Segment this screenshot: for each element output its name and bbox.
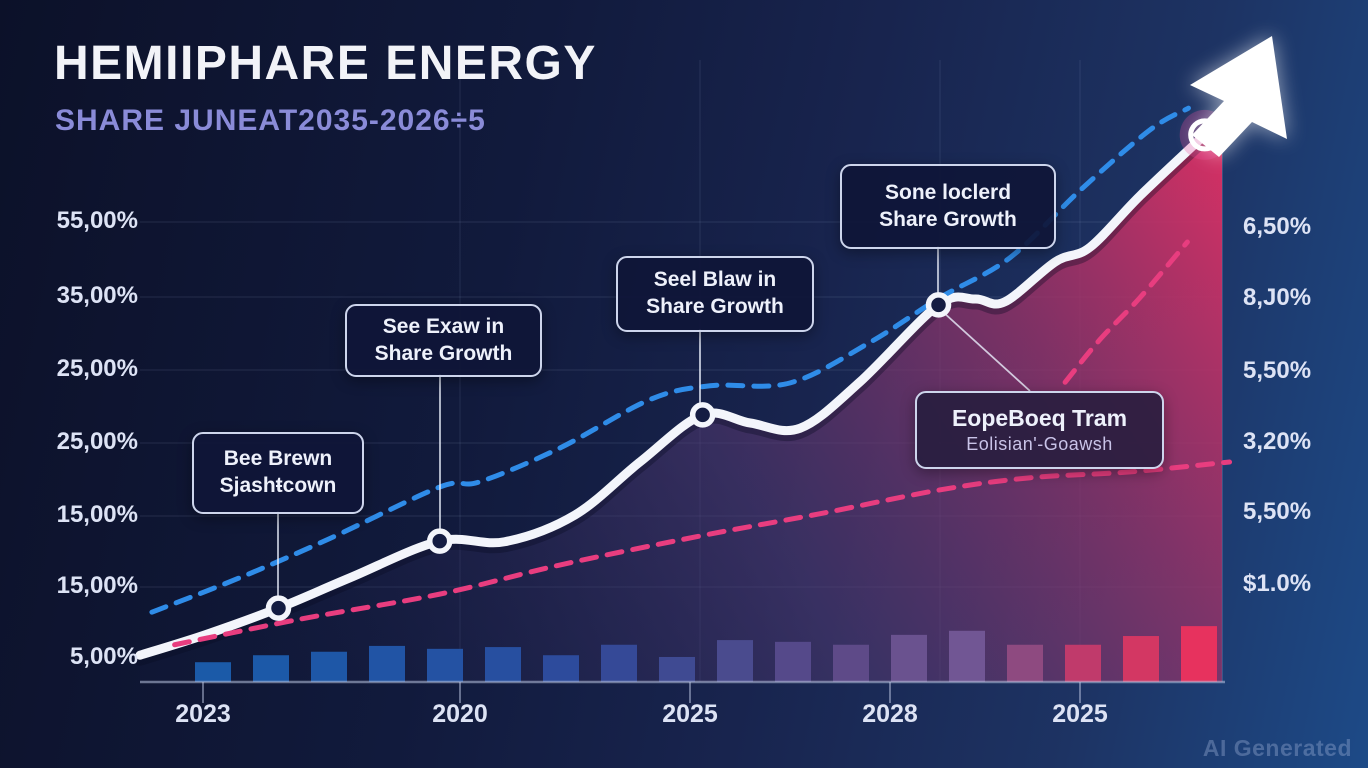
bar xyxy=(717,640,753,682)
bar xyxy=(427,648,463,682)
callout-line2: Share Growth xyxy=(646,295,784,318)
main-share-growth-line xyxy=(135,130,1210,660)
bar xyxy=(1181,626,1217,682)
area-under-line xyxy=(140,123,1222,682)
left-axis-label: 15,00% xyxy=(56,501,138,528)
bar xyxy=(833,644,869,682)
callout-see-exaw: See Exaw in Share Growth xyxy=(345,304,542,377)
callout-eopeboeq: EopeBoeq Tram Eolisian'-Goawsh xyxy=(915,391,1164,469)
page-subtitle: SHARE JUNEAT2035-2026÷5 xyxy=(55,104,486,137)
right-axis-label: 8,J0% xyxy=(1243,284,1312,311)
callout-bee-brewn: Bee Brewn Sjashŧcown xyxy=(192,432,364,514)
callout-line1: Sone loclerd xyxy=(884,180,1012,204)
lower-band-dashed xyxy=(172,459,1233,648)
bar xyxy=(253,655,289,682)
right-axis-label: 6,50% xyxy=(1243,213,1312,240)
callout-line1: Seel Blaw in xyxy=(653,268,777,292)
x-axis-label: 2023 xyxy=(175,700,231,728)
callout-line2: Eolisian'-Goawsh xyxy=(966,434,1113,455)
left-axis-label: 55,00% xyxy=(56,207,138,234)
line-marker xyxy=(426,528,453,554)
x-axis-label: 2020 xyxy=(432,700,488,728)
up-trend-arrow-icon xyxy=(1190,36,1287,157)
left-axis-label: 35,00% xyxy=(56,282,138,309)
line-marker xyxy=(265,595,292,621)
line-series xyxy=(133,105,1233,666)
right-axis-label: 5,50% xyxy=(1243,498,1312,525)
bar xyxy=(1123,636,1159,682)
right-spur-dashed xyxy=(1062,239,1190,385)
x-axis-label: 2028 xyxy=(862,700,918,728)
bar xyxy=(891,634,927,682)
bar xyxy=(1007,644,1043,682)
bar xyxy=(659,656,695,682)
bar xyxy=(775,641,811,682)
callout-seel-blaw: Seel Blaw in Share Growth xyxy=(616,256,814,332)
x-axis-label: 2025 xyxy=(1052,700,1108,728)
bar xyxy=(1065,644,1101,682)
ai-generated-watermark: AI Generated xyxy=(1202,735,1352,761)
callout-sone-loclerd: Sone loclerd Share Growth xyxy=(840,164,1056,249)
bar xyxy=(949,630,985,682)
bar xyxy=(195,662,231,682)
page-title: HEMIIPHARE ENERGY xyxy=(54,37,597,90)
area-fill xyxy=(140,123,1222,682)
connector-line xyxy=(942,311,1031,392)
bar xyxy=(311,651,347,682)
line-marker xyxy=(925,292,952,318)
left-axis-label: 5,00% xyxy=(69,643,138,670)
callout-connectors xyxy=(277,246,1031,599)
x-axis-label: 2025 xyxy=(662,700,718,728)
left-axis-label: 25,00% xyxy=(56,428,138,455)
right-axis-label: $1.0% xyxy=(1243,570,1312,597)
bar xyxy=(543,655,579,682)
right-axis-label: 5,50% xyxy=(1243,357,1312,384)
callout-line2: Share Growth xyxy=(374,341,513,365)
left-axis-label: 15,00% xyxy=(56,572,138,599)
line-marker xyxy=(689,402,716,428)
callout-line1: See Exaw in xyxy=(382,314,505,338)
x-axis-baseline xyxy=(140,680,1225,703)
left-axis-label: 25,00% xyxy=(56,355,138,382)
callout-line1: EopeBoeq Tram xyxy=(951,404,1128,431)
callout-line2: Sjashŧcown xyxy=(219,474,337,497)
bars-group xyxy=(195,626,1217,682)
bar xyxy=(601,644,637,682)
right-axis-label: 3,20% xyxy=(1243,428,1312,455)
callout-line1: Bee Brewn xyxy=(223,447,333,471)
bar xyxy=(369,645,405,682)
callout-line2: Share Growth xyxy=(879,207,1017,231)
bar xyxy=(485,647,521,682)
